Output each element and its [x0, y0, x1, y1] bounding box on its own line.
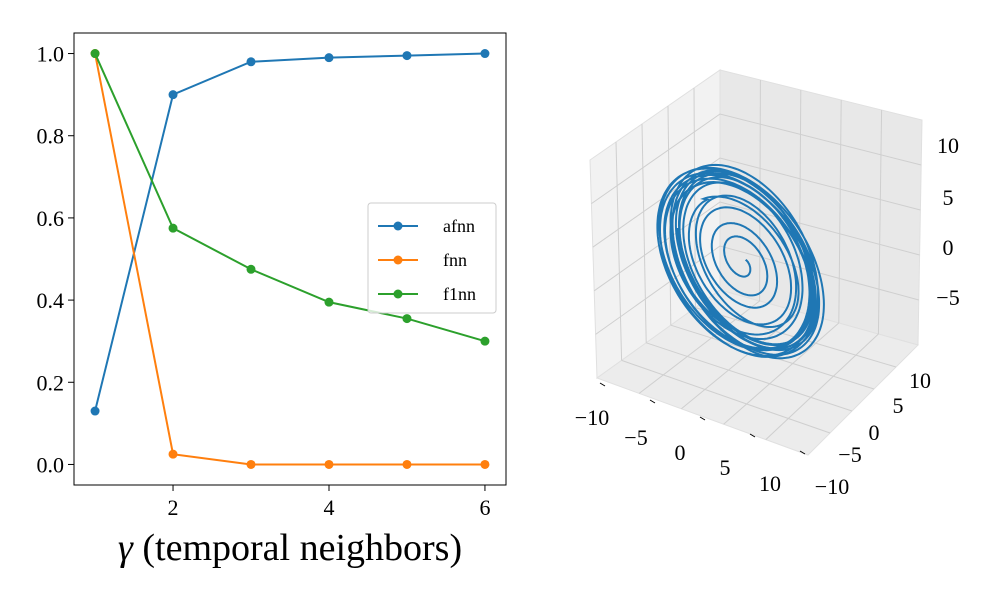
x3d-tick-label: −5	[624, 425, 647, 450]
series-group	[90, 49, 490, 469]
data-point-f1nn	[324, 297, 334, 307]
z3d-tick-label: 0	[943, 235, 954, 260]
data-point-afnn	[246, 57, 256, 67]
y3d-tick-label: 10	[909, 368, 931, 393]
z3d-tick-label: −5	[936, 285, 959, 310]
legend-marker	[393, 255, 403, 265]
3d-gridlines	[591, 79, 922, 440]
legend-box	[367, 202, 497, 314]
y-tick-label: 0.6	[37, 206, 65, 231]
grid-line	[592, 157, 921, 248]
data-point-f1nn	[480, 336, 490, 346]
z3d-tick-label: 5	[943, 185, 954, 210]
x-tick-label: 2	[168, 495, 179, 520]
legend-marker	[393, 221, 403, 231]
grid-line	[595, 245, 919, 335]
data-point-fnn	[168, 449, 178, 459]
grid-line	[591, 113, 922, 205]
data-point-f1nn	[402, 314, 412, 324]
x3d-tick	[699, 416, 706, 421]
x3d-tick-label: 5	[720, 455, 731, 480]
line-chart: 0.0 0.2 0.4 0.6 0.8 1.0 2 4 6 afnn fnn f1nn γ (te…	[37, 32, 507, 569]
x3d-tick	[649, 399, 656, 404]
legend: afnn fnn f1nn	[367, 202, 497, 314]
x3d-tick-label: 0	[675, 440, 686, 465]
grid-line	[877, 109, 883, 335]
data-point-afnn	[480, 49, 490, 59]
series-line-afnn	[94, 52, 485, 412]
data-point-f1nn	[168, 223, 178, 233]
x3d-tick-label: 10	[759, 471, 781, 496]
y3d-tick-label: −10	[815, 474, 849, 499]
legend-label: fnn	[443, 250, 467, 270]
data-point-f1nn	[246, 264, 256, 274]
series-line-f1nn	[94, 53, 486, 343]
z3d-tick-label: 10	[937, 133, 959, 158]
y-tick-label: 0.0	[37, 452, 65, 477]
grid-line	[615, 141, 623, 361]
grid-line	[667, 105, 672, 326]
grid-line	[798, 89, 802, 313]
series-line-fnn	[94, 53, 485, 466]
x-axis: 2 4 6	[168, 485, 490, 520]
grid-line	[765, 333, 879, 440]
pane-floor	[595, 289, 919, 456]
grid-line	[646, 342, 853, 412]
data-point-fnn	[324, 459, 334, 469]
x3d-tick	[599, 382, 606, 387]
x3d-tick-label: −10	[575, 405, 609, 430]
grid-line	[621, 359, 831, 434]
x3d-tick	[799, 450, 806, 455]
x-tick-label: 4	[323, 495, 334, 520]
data-point-afnn	[402, 51, 412, 61]
data-point-afnn	[168, 90, 178, 100]
y-axis: 0.0 0.2 0.4 0.6 0.8 1.0	[37, 42, 74, 477]
y-tick-label: 0.2	[37, 370, 65, 395]
data-point-afnn	[90, 406, 100, 416]
data-point-fnn	[402, 459, 412, 469]
plot-area	[73, 32, 507, 486]
x3d-tick	[749, 433, 756, 438]
data-point-fnn	[246, 459, 256, 469]
y3d-tick-label: 5	[893, 393, 904, 418]
data-point-fnn	[480, 459, 490, 469]
legend-marker	[393, 289, 403, 299]
grid-line	[838, 99, 842, 324]
grid-line	[693, 87, 696, 308]
grid-line	[641, 123, 647, 343]
legend-label: f1nn	[443, 284, 476, 304]
y3d-tick-label: 0	[869, 420, 880, 445]
legend-label: afnn	[443, 216, 475, 236]
x-tick-label: 6	[479, 495, 490, 520]
data-point-afnn	[324, 53, 334, 63]
y-tick-label: 0.4	[37, 288, 65, 313]
attractor-trajectory	[656, 163, 825, 360]
x-axis-title: γ (temporal neighbors)	[118, 527, 462, 569]
y-tick-label: 0.8	[37, 124, 65, 149]
grid-line	[593, 201, 920, 292]
y-tick-label: 1.0	[37, 42, 65, 67]
y3d-tick-label: −5	[838, 442, 861, 467]
data-point-f1nn	[90, 49, 100, 59]
grid-line	[723, 322, 840, 425]
